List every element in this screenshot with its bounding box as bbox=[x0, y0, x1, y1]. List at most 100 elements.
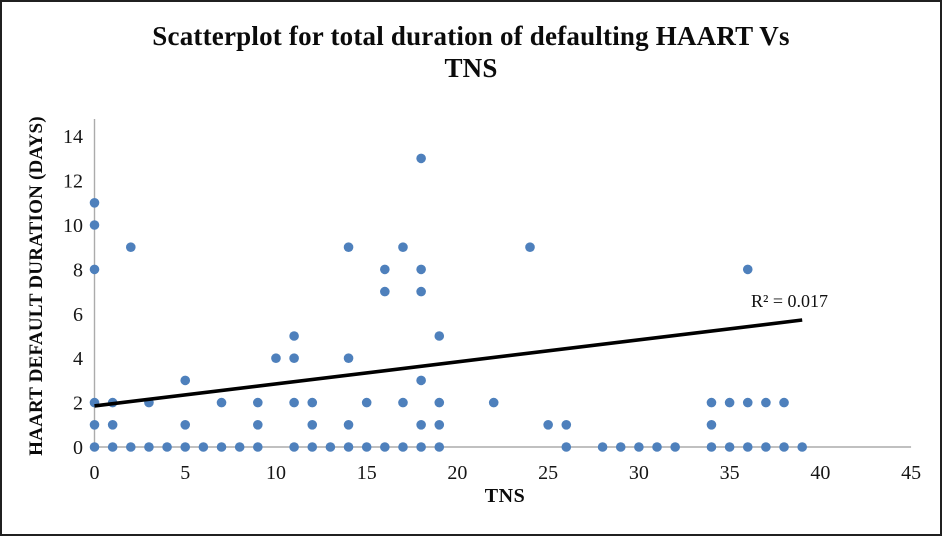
data-point bbox=[543, 420, 553, 430]
data-point bbox=[561, 420, 572, 430]
y-tick-label: 10 bbox=[63, 215, 83, 237]
data-point bbox=[180, 375, 191, 386]
data-point bbox=[162, 442, 172, 452]
x-tick-label: 15 bbox=[357, 462, 377, 484]
x-tick-label: 40 bbox=[810, 462, 830, 484]
data-point bbox=[398, 242, 408, 252]
data-point bbox=[343, 242, 354, 252]
data-point bbox=[380, 264, 390, 275]
data-point bbox=[89, 198, 100, 208]
y-axis-title: HAART DEFAULT DURATION (DAYS) bbox=[26, 116, 47, 456]
data-point bbox=[742, 442, 753, 452]
data-point bbox=[398, 397, 408, 408]
data-point bbox=[380, 286, 390, 297]
data-point bbox=[434, 442, 445, 452]
data-point bbox=[198, 442, 209, 452]
data-point bbox=[180, 420, 191, 430]
data-point bbox=[797, 442, 807, 452]
data-point bbox=[107, 420, 118, 430]
data-point bbox=[289, 442, 299, 452]
data-point bbox=[343, 420, 354, 430]
x-tick-label: 10 bbox=[266, 462, 286, 484]
data-point bbox=[488, 397, 499, 408]
data-point bbox=[125, 442, 136, 452]
data-point bbox=[398, 442, 408, 452]
data-point bbox=[724, 442, 735, 452]
chart-title-line1: Scatterplot for total duration of defaul… bbox=[152, 21, 790, 51]
data-point bbox=[416, 375, 426, 386]
data-point bbox=[652, 442, 662, 452]
y-tick-label: 12 bbox=[63, 171, 83, 193]
data-point bbox=[289, 331, 299, 341]
data-point bbox=[706, 420, 717, 430]
data-point bbox=[289, 353, 299, 364]
r-squared-label: R² = 0.017 bbox=[751, 291, 828, 311]
data-point bbox=[216, 397, 227, 408]
data-point bbox=[615, 442, 626, 452]
data-point bbox=[670, 442, 680, 452]
data-point bbox=[761, 442, 771, 452]
data-point bbox=[253, 442, 263, 452]
data-point bbox=[706, 397, 717, 408]
x-tick-label: 25 bbox=[538, 462, 558, 484]
data-point bbox=[361, 397, 372, 408]
x-tick-label: 5 bbox=[180, 462, 190, 484]
data-point bbox=[144, 442, 154, 452]
data-point bbox=[216, 442, 227, 452]
data-point bbox=[416, 264, 426, 275]
data-point bbox=[416, 442, 426, 452]
data-point bbox=[180, 442, 191, 452]
data-point bbox=[724, 397, 735, 408]
data-point bbox=[343, 353, 354, 364]
data-point bbox=[89, 442, 100, 452]
data-point bbox=[434, 331, 445, 341]
y-tick-label: 2 bbox=[73, 393, 83, 415]
data-point bbox=[307, 397, 318, 408]
x-tick-label: 45 bbox=[901, 462, 921, 484]
data-point bbox=[343, 442, 354, 452]
data-point bbox=[380, 442, 390, 452]
y-tick-label: 0 bbox=[73, 437, 83, 459]
data-point bbox=[761, 397, 771, 408]
data-point bbox=[416, 420, 426, 430]
data-point bbox=[561, 442, 572, 452]
data-point bbox=[89, 420, 100, 430]
y-tick-label: 14 bbox=[63, 126, 83, 148]
data-point bbox=[434, 420, 445, 430]
data-point bbox=[271, 353, 281, 364]
x-axis-title: TNS bbox=[485, 485, 525, 507]
data-point bbox=[325, 442, 336, 452]
y-tick-label: 6 bbox=[73, 304, 83, 326]
x-tick-label: 30 bbox=[629, 462, 649, 484]
data-point bbox=[779, 397, 789, 408]
data-point bbox=[307, 420, 318, 430]
x-tick-label: 20 bbox=[447, 462, 467, 484]
data-point bbox=[125, 242, 136, 252]
x-tick-label: 35 bbox=[720, 462, 740, 484]
data-point bbox=[234, 442, 245, 452]
data-point bbox=[742, 264, 753, 275]
data-point bbox=[307, 442, 318, 452]
data-point bbox=[107, 442, 118, 452]
trend-line bbox=[94, 318, 803, 408]
data-point bbox=[597, 442, 608, 452]
data-point bbox=[742, 397, 753, 408]
data-point bbox=[525, 242, 535, 252]
data-point bbox=[416, 153, 426, 164]
data-point bbox=[779, 442, 789, 452]
data-point bbox=[289, 397, 299, 408]
data-point bbox=[89, 264, 100, 275]
x-tick-label: 0 bbox=[90, 462, 100, 484]
y-tick-label: 8 bbox=[73, 259, 83, 281]
data-point bbox=[253, 420, 263, 430]
chart-title-line2: TNS bbox=[444, 53, 498, 83]
data-point bbox=[89, 220, 100, 230]
data-point bbox=[253, 397, 263, 408]
y-tick-label: 4 bbox=[73, 348, 83, 370]
chart-title: Scatterplot for total duration of defaul… bbox=[2, 20, 940, 84]
data-point bbox=[416, 286, 426, 297]
data-point bbox=[634, 442, 644, 452]
data-point bbox=[706, 442, 717, 452]
